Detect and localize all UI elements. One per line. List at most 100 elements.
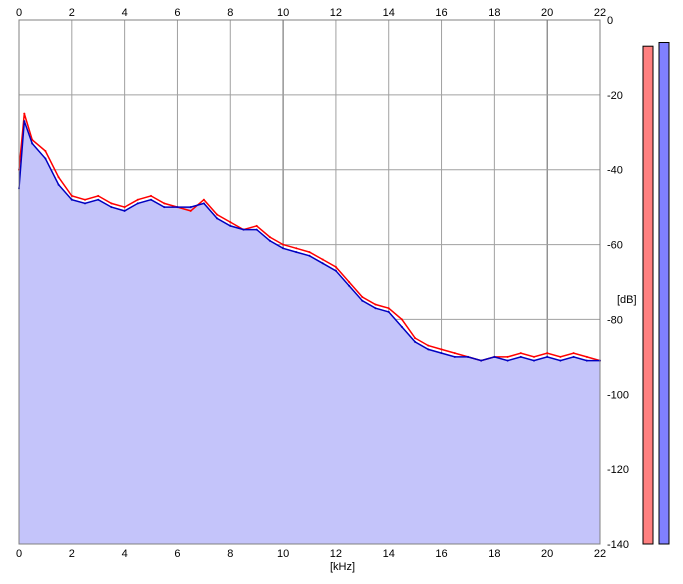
y-axis-label: [dB] [617, 294, 637, 306]
x-tick-label-top: 12 [330, 7, 342, 19]
series-point-0 [268, 236, 271, 239]
x-tick-label-bottom: 8 [227, 548, 233, 560]
series-point-1 [572, 355, 575, 358]
y-tick-label: -120 [607, 464, 629, 476]
x-tick-label-top: 20 [541, 7, 553, 19]
x-tick-label-top: 14 [383, 7, 395, 19]
y-tick-label: -20 [607, 90, 623, 102]
y-tick-label: 0 [607, 15, 613, 27]
series-point-1 [414, 340, 417, 343]
x-tick-label-bottom: 4 [122, 548, 128, 560]
level-meter-left-fill [642, 45, 654, 545]
series-point-1 [150, 198, 152, 201]
series-point-0 [546, 352, 549, 355]
y-tick-label: -80 [607, 314, 623, 326]
series-point-0 [150, 194, 152, 197]
series-point-1 [361, 299, 364, 302]
series-point-0 [295, 247, 298, 250]
series-point-1 [506, 359, 509, 362]
series-line-0 [18, 113, 601, 362]
series-point-1 [268, 239, 271, 242]
spectrum-fill [19, 121, 600, 544]
series-point-1 [559, 359, 562, 362]
series-point-1 [519, 355, 522, 358]
series-point-1 [400, 325, 403, 328]
series-point-1 [242, 228, 245, 231]
series-point-0 [255, 224, 258, 227]
series-point-1 [255, 228, 258, 231]
x-tick-label-bottom: 14 [383, 548, 395, 560]
series-point-0 [123, 206, 126, 209]
x-tick-label-top: 22 [594, 7, 606, 19]
series-point-1 [216, 217, 219, 220]
series-point-0 [427, 344, 430, 347]
x-axis-label: [kHz] [330, 561, 355, 573]
x-tick-label-bottom: 16 [435, 548, 447, 560]
series-point-1 [295, 251, 298, 254]
series-point-0 [216, 213, 219, 216]
series-point-0 [519, 352, 522, 355]
x-tick-label-bottom: 0 [16, 548, 22, 560]
level-meter-right-fill [658, 42, 670, 545]
x-tick-label-top: 18 [488, 7, 500, 19]
series-line-1 [18, 120, 600, 362]
x-axis-top-tick-labels: 0 2 4 6 8 10 12 14 16 18 20 22 [16, 7, 606, 19]
series-point-1 [229, 224, 232, 227]
series-point-0 [334, 266, 337, 268]
series-point-1 [334, 269, 337, 272]
series-point-1 [480, 359, 483, 362]
series-point-0 [585, 355, 588, 358]
series-point-1 [453, 355, 456, 358]
series-point-0 [163, 202, 166, 205]
series-point-1 [348, 284, 351, 287]
series-point-1 [467, 355, 469, 358]
series-point-0 [440, 348, 443, 351]
series-point-0 [84, 198, 86, 201]
series-point-0 [559, 355, 562, 358]
series-point-0 [136, 198, 139, 201]
series-point-1 [136, 202, 139, 205]
series-point-1 [546, 355, 549, 358]
series-point-0 [506, 355, 509, 358]
series-point-1 [44, 157, 47, 160]
series-point-0 [44, 150, 47, 152]
level-meter-left [642, 45, 654, 545]
series-point-0 [97, 194, 100, 197]
spectrum-series [18, 112, 601, 362]
series-point-1 [533, 359, 535, 362]
series-point-0 [57, 176, 60, 179]
x-tick-label-top: 8 [227, 7, 233, 19]
y-tick-label: -40 [607, 165, 623, 177]
series-point-1 [440, 352, 443, 355]
x-tick-label-top: 0 [16, 7, 22, 19]
plot-frame [18, 19, 601, 545]
series-point-1 [123, 209, 126, 212]
series-point-1 [321, 262, 324, 265]
x-tick-label-bottom: 18 [488, 548, 500, 560]
x-tick-label-top: 16 [435, 7, 447, 19]
series-point-1 [97, 198, 100, 201]
series-point-1 [23, 120, 26, 123]
series-point-0 [308, 251, 311, 254]
x-tick-label-bottom: 20 [541, 548, 553, 560]
x-tick-label-top: 2 [69, 7, 75, 19]
x-tick-label-bottom: 10 [277, 548, 289, 560]
series-point-0 [374, 303, 377, 306]
series-point-0 [229, 221, 232, 224]
series-point-1 [110, 206, 113, 209]
series-point-0 [70, 194, 73, 197]
series-point-0 [189, 209, 192, 212]
series-point-1 [176, 206, 179, 209]
series-point-1 [70, 198, 73, 201]
y-axis-tick-labels: 0 -20 -40 -60 -80 -100 -120 -140 [607, 15, 629, 551]
series-point-1 [31, 142, 34, 145]
series-point-0 [453, 352, 456, 355]
x-tick-label-top: 4 [122, 7, 128, 19]
series-point-0 [387, 307, 390, 310]
series-point-1 [282, 247, 285, 250]
y-tick-label: -100 [607, 389, 629, 401]
series-point-1 [387, 310, 390, 313]
series-point-0 [400, 318, 403, 321]
x-tick-label-top: 10 [277, 7, 289, 19]
